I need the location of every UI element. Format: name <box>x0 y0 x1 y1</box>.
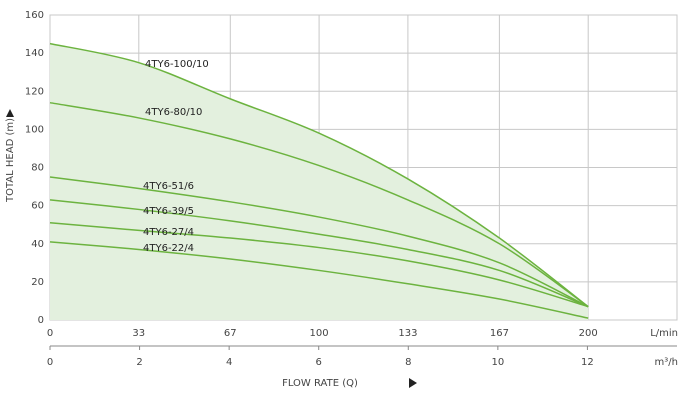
series-label: 4TY6-27/4 <box>143 227 194 238</box>
x-tick-label: 167 <box>490 328 509 339</box>
y-tick-label: 20 <box>31 277 44 288</box>
x2-tick-label: 0 <box>47 357 53 368</box>
y-tick-label: 60 <box>31 201 44 212</box>
y-tick-label: 80 <box>31 163 44 174</box>
x2-tick-label: 2 <box>136 357 142 368</box>
x-tick-label: 33 <box>132 328 145 339</box>
x-tick-label: 200 <box>579 328 598 339</box>
y-tick-label: 140 <box>25 48 44 59</box>
x-unit: L/min <box>650 328 678 339</box>
curve <box>49 241 589 319</box>
x2-unit: m³/h <box>655 357 678 368</box>
x2-tick-label: 8 <box>405 357 411 368</box>
series-label: 4TY6-100/10 <box>145 59 209 70</box>
series-label: 4TY6-80/10 <box>145 107 202 118</box>
x-arrow <box>409 378 417 388</box>
x-tick-label: 133 <box>398 328 417 339</box>
y-arrow <box>6 109 14 117</box>
series-label: 4TY6-39/5 <box>143 206 194 217</box>
curve <box>49 199 589 308</box>
y-tick-label: 40 <box>31 239 44 250</box>
y-axis-label: TOTAL HEAD (m) <box>5 118 16 203</box>
y-tick-label: 160 <box>25 10 44 21</box>
x-tick-label: 67 <box>224 328 237 339</box>
y-tick-label: 0 <box>38 315 44 326</box>
x-tick-label: 100 <box>310 328 329 339</box>
x2-tick-label: 12 <box>581 357 594 368</box>
curve <box>49 222 589 308</box>
x2-tick-label: 6 <box>316 357 322 368</box>
curve <box>49 42 589 308</box>
x-tick-label: 0 <box>47 328 53 339</box>
area-fill <box>50 43 589 320</box>
x2-tick-label: 10 <box>491 357 504 368</box>
y-tick-label: 100 <box>25 124 44 135</box>
x2-tick-label: 4 <box>226 357 232 368</box>
series-label: 4TY6-22/4 <box>143 243 194 254</box>
series-label: 4TY6-51/6 <box>143 181 194 192</box>
curve <box>49 101 589 308</box>
curve <box>49 176 589 308</box>
y-tick-label: 120 <box>25 86 44 97</box>
x-axis-label: FLOW RATE (Q) <box>282 378 358 389</box>
